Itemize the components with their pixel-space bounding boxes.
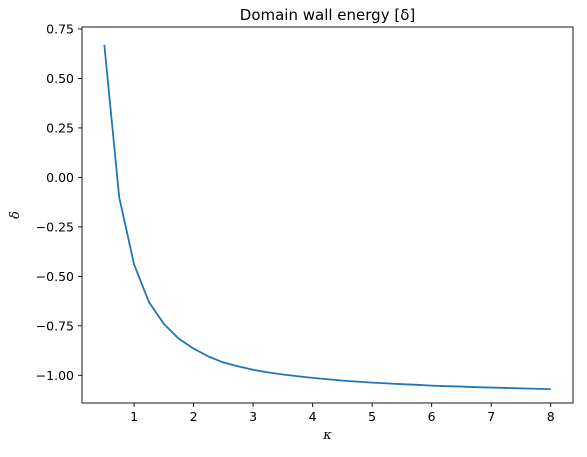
y-tick-label: 0.75 <box>46 21 74 36</box>
x-axis-ticks: 1 2 3 4 5 6 7 8 <box>130 403 555 424</box>
y-axis-label: δ <box>8 211 23 219</box>
plot-layer <box>103 44 551 391</box>
y-tick-label: 0.25 <box>46 120 74 135</box>
y-tick-label: −0.75 <box>36 318 74 333</box>
y-tick-label: −1.00 <box>36 368 74 383</box>
x-tick-label: 4 <box>309 409 317 424</box>
x-tick-label: 7 <box>487 409 495 424</box>
x-tick-label: 8 <box>547 409 555 424</box>
y-tick-label: −0.25 <box>36 219 74 234</box>
chart-title: Domain wall energy [δ] <box>240 6 415 24</box>
x-tick-label: 2 <box>190 409 198 424</box>
y-tick-label: 0.00 <box>46 170 74 185</box>
axes-frame <box>81 26 574 404</box>
x-tick-label: 5 <box>368 409 376 424</box>
x-tick-label: 6 <box>428 409 436 424</box>
x-tick-label: 3 <box>249 409 257 424</box>
y-tick-label: −0.50 <box>36 269 74 284</box>
y-axis-ticks: 0.75 0.50 0.25 0.00 −0.25 −0.50 −0.75 −1.00 <box>36 21 82 383</box>
y-tick-label: 0.50 <box>46 71 74 86</box>
x-axis-label: κ <box>322 428 332 443</box>
series-line <box>103 44 551 391</box>
x-tick-label: 1 <box>130 409 138 424</box>
